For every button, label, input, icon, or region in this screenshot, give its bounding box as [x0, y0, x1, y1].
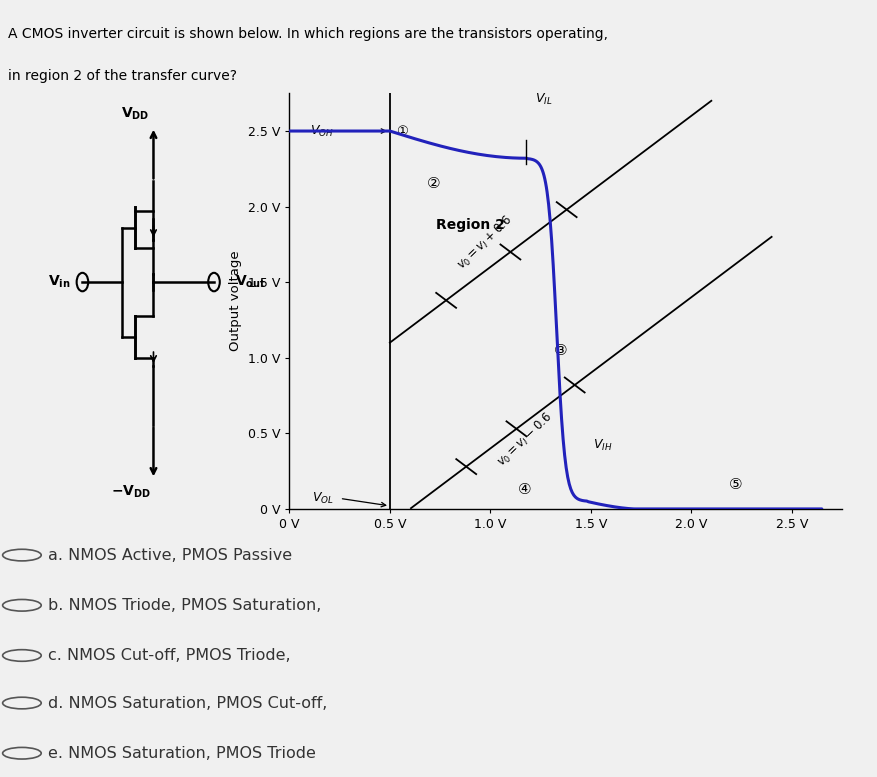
Text: c. NMOS Cut-off, PMOS Triode,: c. NMOS Cut-off, PMOS Triode, [48, 648, 291, 663]
Text: $V_{IL}$: $V_{IL}$ [534, 92, 552, 107]
Text: $\mathbf{V_{out}}$: $\mathbf{V_{out}}$ [235, 274, 266, 291]
Text: $\mathbf{V_{in}}$: $\mathbf{V_{in}}$ [47, 274, 70, 291]
Text: $v_0 = v_I + 0.6$: $v_0 = v_I + 0.6$ [454, 213, 516, 274]
Text: $v_0 = v_I - 0.6$: $v_0 = v_I - 0.6$ [495, 409, 556, 469]
Text: $\mathbf{V_{DD}}$: $\mathbf{V_{DD}}$ [121, 106, 149, 123]
Text: ③: ③ [554, 343, 567, 357]
Text: b. NMOS Triode, PMOS Saturation,: b. NMOS Triode, PMOS Saturation, [48, 598, 322, 613]
Text: ⑤: ⑤ [729, 477, 742, 493]
Text: d. NMOS Saturation, PMOS Cut-off,: d. NMOS Saturation, PMOS Cut-off, [48, 695, 328, 710]
Text: a. NMOS Active, PMOS Passive: a. NMOS Active, PMOS Passive [48, 548, 292, 563]
Text: A CMOS inverter circuit is shown below. In which regions are the transistors ope: A CMOS inverter circuit is shown below. … [8, 26, 608, 40]
Text: $V_{IH}$: $V_{IH}$ [593, 438, 612, 453]
Text: $V_{OL}$: $V_{OL}$ [312, 491, 333, 506]
Text: in region 2 of the transfer curve?: in region 2 of the transfer curve? [8, 69, 237, 83]
Text: $V_{OH}$: $V_{OH}$ [310, 124, 333, 138]
Text: e. NMOS Saturation, PMOS Triode: e. NMOS Saturation, PMOS Triode [48, 746, 316, 761]
Text: $\mathbf{-V_{DD}}$: $\mathbf{-V_{DD}}$ [111, 483, 151, 500]
Text: ②: ② [427, 176, 441, 191]
Y-axis label: Output voltage: Output voltage [229, 251, 242, 351]
Text: ①: ① [396, 124, 408, 138]
Text: Region 2: Region 2 [436, 218, 504, 232]
Text: ④: ④ [517, 482, 531, 497]
